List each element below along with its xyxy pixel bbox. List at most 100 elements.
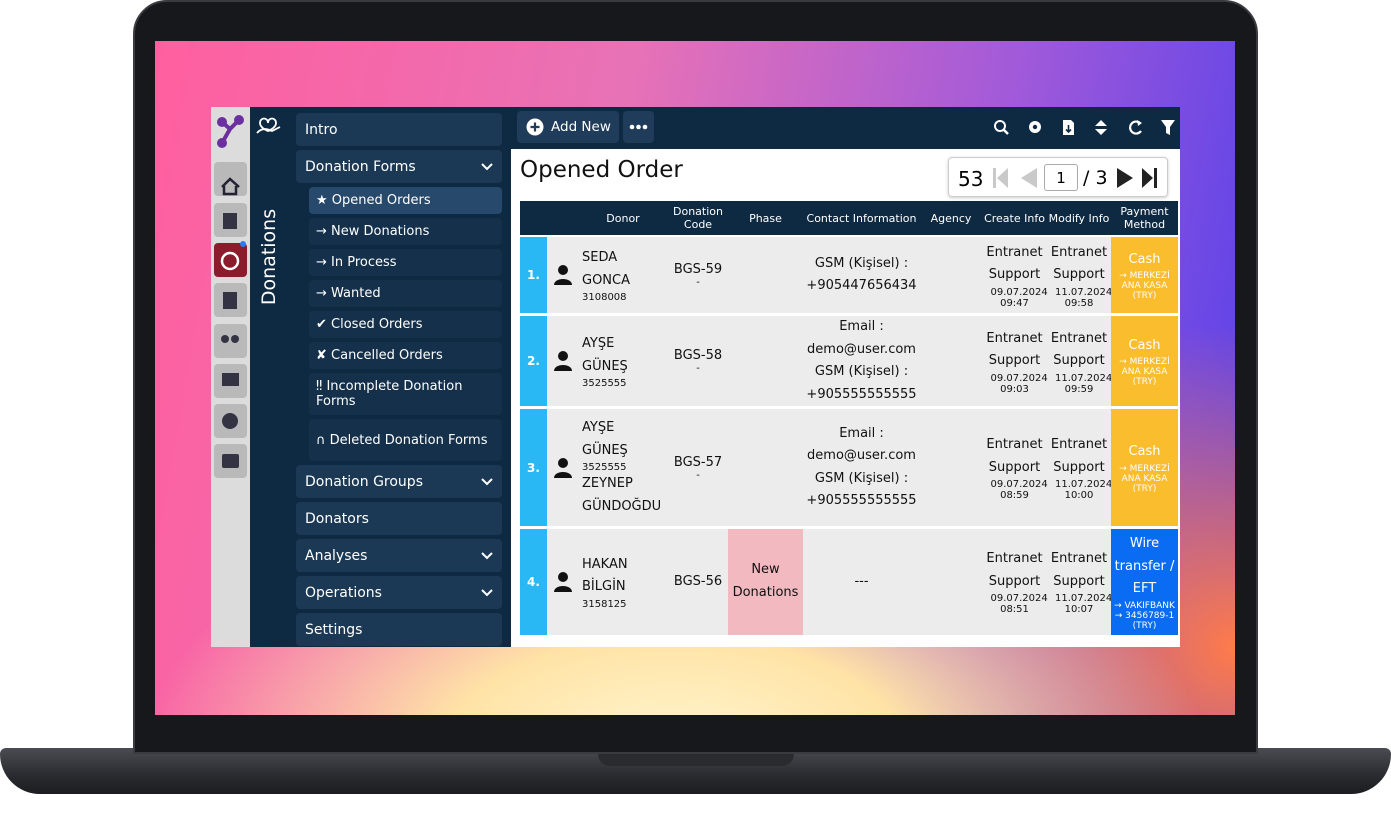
payment-method: Cash — [1128, 444, 1161, 460]
chevron — [481, 551, 493, 559]
chevron — [481, 477, 493, 485]
chevron — [481, 588, 493, 596]
table-row[interactable]: 2. AYŞE GÜNEŞ 3525555 BGS-58- Email : demo@us… — [520, 316, 1178, 406]
section-icon — [256, 117, 281, 134]
payment-detail: → MERKEZİ ANA KASA (TRY) — [1119, 463, 1170, 494]
donor-cell: HAKAN BİLGİN 3158125 — [578, 529, 668, 635]
section-bar: Donations — [250, 107, 287, 647]
icon-cell — [547, 529, 578, 635]
icon-cell — [547, 237, 578, 313]
create-date: 09.07.2024 08:59 — [990, 479, 1048, 501]
menu-label: Donation Groups — [305, 473, 423, 490]
add-new-button[interactable]: Add New — [517, 111, 619, 143]
code-cell: BGS-58- — [668, 316, 728, 406]
payment-method: Cash — [1128, 251, 1161, 267]
menu-item[interactable]: Donators — [296, 502, 502, 535]
create-cell: Entranet Support 09.07.2024 09:47 — [982, 237, 1047, 313]
table-body: 1. SEDA GONCA 3108008 BGS-59- GSM (Kişisel) … — [520, 237, 1178, 638]
modify-user: Entranet Support — [1050, 244, 1108, 283]
donor-cell: SEDA GONCA 3108008 — [578, 237, 668, 313]
code-sub: - — [696, 277, 700, 288]
phase: New Donations — [732, 562, 799, 600]
modify-date: 11.07.2024 10:07 — [1055, 593, 1113, 616]
submenu-item[interactable]: ‼ Incomplete Donation Forms — [309, 373, 502, 415]
row-number-cell: 1. — [520, 237, 547, 313]
menu-item[interactable]: Donation Groups — [296, 465, 502, 498]
submenu-label: ‼ Incomplete Donation Forms — [316, 379, 463, 409]
create-cell: Entranet Support 09.07.2024 08:59 — [982, 409, 1047, 526]
contact-line: Email : — [839, 319, 884, 334]
donor-name: HAKAN BİLGİN — [582, 556, 628, 595]
pager-next[interactable] — [1115, 166, 1167, 190]
person-icon — [553, 571, 572, 592]
menu-label: Analyses — [305, 547, 368, 564]
contact-line: demo@user.com — [807, 448, 916, 463]
phase-cell — [728, 316, 803, 406]
submenu-label: ✔ Closed Orders — [316, 317, 423, 332]
pager: 53 1 / 3 — [948, 157, 1168, 197]
donor-name: AYŞE GÜNEŞ — [582, 336, 628, 374]
submenu-item[interactable]: ✘ Cancelled Orders — [309, 342, 502, 369]
main-panel: Add New Opened Order 53 1 / 3 Donor Donat… — [511, 107, 1180, 647]
menu-item[interactable]: Operations — [296, 576, 502, 609]
modify-cell: Entranet Support 11.07.2024 09:58 — [1047, 237, 1113, 313]
row-number: 2. — [527, 354, 540, 368]
person-icon — [553, 351, 572, 371]
create-user: Entranet Support — [986, 244, 1043, 283]
menu-item[interactable]: Analyses — [296, 539, 502, 572]
donor-name: AYŞE GÜNEŞ — [582, 420, 628, 458]
code-cell: BGS-56 — [668, 529, 728, 635]
menu-label: Donators — [305, 510, 369, 527]
header-cell: Donor — [606, 211, 640, 225]
plus-icon — [526, 118, 544, 136]
donation-code: BGS-57 — [673, 454, 723, 470]
submenu-item[interactable]: ★ Opened Orders — [309, 187, 502, 214]
toolbar-icons[interactable] — [991, 117, 1180, 139]
person-icon — [553, 265, 572, 285]
contact-line: +905555555555 — [806, 386, 917, 402]
agency-cell — [920, 237, 982, 313]
menu-item[interactable]: Settings — [296, 613, 502, 646]
submenu-label: → New Donations — [316, 224, 430, 239]
donor-name: ZEYNEP GÜNDOĞDU — [582, 476, 662, 514]
donor-cell: AYŞE GÜNEŞ 3525555 — [578, 316, 668, 406]
table-row[interactable]: 4. HAKAN BİLGİN 3158125 BGS-56 New Donations… — [520, 529, 1178, 635]
menu-label: Settings — [305, 621, 363, 638]
menu-item[interactable]: Intro — [296, 113, 502, 146]
table-row[interactable]: 3. AYŞE GÜNEŞ 3525555 ZEYNEP GÜNDOĞDU BGS-57… — [520, 409, 1178, 526]
donor-cell: AYŞE GÜNEŞ 3525555 ZEYNEP GÜNDOĞDU — [578, 409, 668, 526]
donation-code: BGS-59 — [673, 262, 723, 277]
pager-prev[interactable] — [991, 166, 1043, 190]
row-number: 3. — [527, 460, 540, 475]
contact-line: demo@user.com — [807, 341, 916, 357]
submenu-item[interactable]: → In Process — [309, 249, 502, 276]
record-count: 53 — [958, 167, 984, 191]
submenu-item[interactable]: → New Donations — [309, 218, 502, 245]
code-sub: - — [696, 363, 700, 374]
code-sub: - — [696, 469, 700, 481]
submenu-item[interactable]: ✔ Closed Orders — [309, 311, 502, 338]
payment-detail: → VAKIFBANK → 3456789-1 (TRY) — [1114, 600, 1175, 631]
donation-code: BGS-58 — [673, 348, 723, 363]
submenu-item[interactable]: ∩ Deleted Donation Forms — [309, 419, 502, 461]
submenu-item[interactable]: → Wanted — [309, 280, 502, 307]
page-input[interactable]: 1 — [1044, 164, 1078, 191]
contact-cell: Email : demo@user.com GSM (Kişisel) : +9055… — [803, 409, 920, 526]
header-cell: Contact Information — [806, 211, 917, 225]
header-cell: Modify Info — [1048, 211, 1110, 225]
donations-icon[interactable] — [214, 243, 247, 277]
table-row[interactable]: 1. SEDA GONCA 3108008 BGS-59- GSM (Kişisel) … — [520, 237, 1178, 313]
payment-cell: Cash → MERKEZİ ANA KASA (TRY) — [1111, 316, 1178, 406]
modify-date: 11.07.2024 09:58 — [1055, 286, 1113, 309]
more-button[interactable] — [623, 111, 654, 143]
modify-user: Entranet Support — [1050, 330, 1108, 369]
modify-cell: Entranet Support 11.07.2024 09:59 — [1047, 316, 1112, 406]
modify-cell: Entranet Support 11.07.2024 10:07 — [1047, 529, 1113, 635]
contact-line: +905447656434 — [806, 278, 917, 293]
users-icon[interactable] — [214, 324, 247, 358]
payment-cell: Cash → MERKEZİ ANA KASA (TRY) — [1111, 409, 1178, 526]
menu-item[interactable]: Donation Forms — [296, 150, 502, 183]
toolbar: Add New — [511, 107, 1180, 149]
icon-cell — [547, 409, 578, 526]
